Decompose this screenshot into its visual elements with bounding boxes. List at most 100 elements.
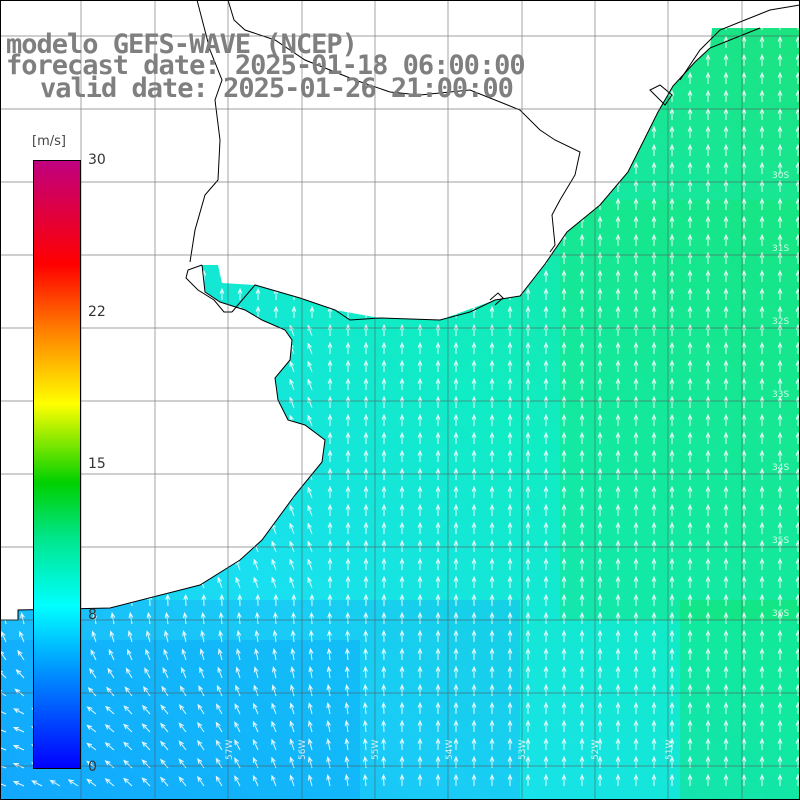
wind-arrow bbox=[723, 233, 729, 246]
wind-arrow bbox=[15, 668, 25, 679]
wind-arrow bbox=[543, 539, 549, 552]
wind-arrow bbox=[19, 414, 25, 427]
wind-arrow bbox=[163, 432, 169, 445]
wind-arrow bbox=[687, 737, 693, 750]
wind-arrow bbox=[471, 665, 477, 678]
wind-arrow bbox=[345, 395, 351, 408]
wind-arrow bbox=[471, 701, 477, 714]
wind-arrow bbox=[399, 341, 405, 354]
wind-arrow bbox=[164, 630, 169, 643]
wind-arrow bbox=[525, 557, 531, 570]
wind-arrow bbox=[181, 378, 187, 391]
wind-arrow bbox=[471, 341, 477, 354]
wind-arrow bbox=[633, 665, 639, 678]
wind-arrow bbox=[39, 107, 45, 120]
wind-arrow bbox=[471, 503, 477, 516]
wind-arrow bbox=[759, 593, 765, 606]
forecast-date: forecast date: 2025-01-18 06:00:00 bbox=[6, 50, 526, 81]
wind-arrow bbox=[777, 341, 783, 354]
wind-arrow bbox=[127, 522, 133, 535]
wind-arrow bbox=[291, 179, 297, 192]
wind-arrow bbox=[345, 341, 351, 354]
wind-arrow bbox=[111, 215, 117, 228]
wind-arrow bbox=[687, 575, 693, 588]
wind-arrow bbox=[201, 125, 207, 138]
wind-arrow bbox=[255, 269, 261, 282]
wind-arrow bbox=[669, 737, 675, 750]
wind-arrow bbox=[399, 611, 405, 624]
wind-arrow bbox=[109, 486, 115, 499]
wind-arrow bbox=[215, 739, 223, 751]
wind-arrow bbox=[615, 413, 621, 426]
wind-arrow bbox=[381, 269, 387, 282]
wind-arrow bbox=[128, 611, 134, 625]
wind-arrow bbox=[525, 773, 531, 786]
wind-arrow bbox=[3, 233, 9, 246]
wind-arrow bbox=[327, 161, 333, 174]
wind-arrow bbox=[417, 35, 423, 48]
wind-arrow bbox=[525, 125, 531, 138]
wind-arrow bbox=[471, 737, 477, 750]
wind-arrow bbox=[561, 197, 567, 210]
wind-arrow bbox=[633, 89, 639, 102]
wind-arrow bbox=[273, 179, 279, 192]
wind-arrow bbox=[345, 521, 351, 534]
wind-arrow bbox=[381, 395, 387, 408]
wind-arrow bbox=[705, 431, 711, 444]
wind-arrow bbox=[145, 360, 151, 373]
wind-arrow bbox=[1, 504, 7, 517]
wind-arrow bbox=[633, 719, 639, 732]
wind-arrow bbox=[561, 269, 567, 282]
wind-arrow bbox=[363, 593, 369, 607]
wind-arrow bbox=[217, 648, 223, 661]
wind-arrow bbox=[507, 197, 513, 210]
wind-arrow bbox=[3, 125, 9, 138]
wind-arrow bbox=[13, 708, 25, 715]
wind-arrow bbox=[471, 629, 477, 642]
wind-arrow bbox=[381, 773, 387, 787]
wind-arrow bbox=[381, 611, 387, 625]
wind-arrow bbox=[363, 449, 369, 462]
wind-arrow bbox=[290, 665, 296, 679]
wind-arrow bbox=[183, 593, 189, 607]
wind-arrow bbox=[1, 486, 7, 499]
wind-arrow bbox=[123, 705, 133, 715]
wind-arrow bbox=[345, 575, 351, 588]
wind-arrow bbox=[489, 431, 495, 444]
wind-arrow bbox=[777, 557, 783, 570]
wind-arrow bbox=[160, 704, 169, 715]
wind-arrow bbox=[705, 341, 711, 354]
wind-arrow bbox=[489, 575, 495, 588]
wind-arrow bbox=[129, 269, 135, 282]
wind-arrow bbox=[453, 377, 459, 390]
wind-arrow bbox=[507, 539, 513, 552]
wind-arrow bbox=[291, 305, 297, 318]
wind-arrow bbox=[362, 773, 368, 787]
wind-arrow bbox=[89, 667, 97, 679]
wind-arrow bbox=[309, 143, 315, 156]
wind-arrow bbox=[327, 125, 333, 138]
wind-arrow bbox=[345, 179, 351, 192]
wind-arrow bbox=[507, 575, 513, 588]
wind-arrow bbox=[345, 233, 351, 246]
wind-arrow bbox=[453, 593, 459, 606]
wind-arrow bbox=[271, 486, 277, 499]
wind-arrow bbox=[123, 759, 133, 769]
wind-arrow bbox=[687, 305, 693, 318]
wind-arrow bbox=[579, 593, 585, 606]
wind-arrow bbox=[19, 324, 25, 337]
wind-arrow bbox=[291, 233, 297, 246]
wind-arrow bbox=[777, 53, 783, 66]
wind-arrow bbox=[199, 504, 205, 517]
wind-arrow bbox=[741, 665, 747, 678]
wind-arrow bbox=[255, 287, 261, 300]
wind-arrow bbox=[104, 778, 115, 787]
wind-arrow bbox=[21, 593, 27, 607]
wind-arrow bbox=[507, 395, 513, 408]
wind-arrow bbox=[165, 161, 171, 174]
wind-arrow bbox=[399, 179, 405, 192]
wind-arrow bbox=[381, 359, 387, 372]
wind-arrow bbox=[309, 125, 315, 138]
wind-arrow bbox=[597, 575, 603, 588]
wind-arrow bbox=[741, 737, 747, 750]
